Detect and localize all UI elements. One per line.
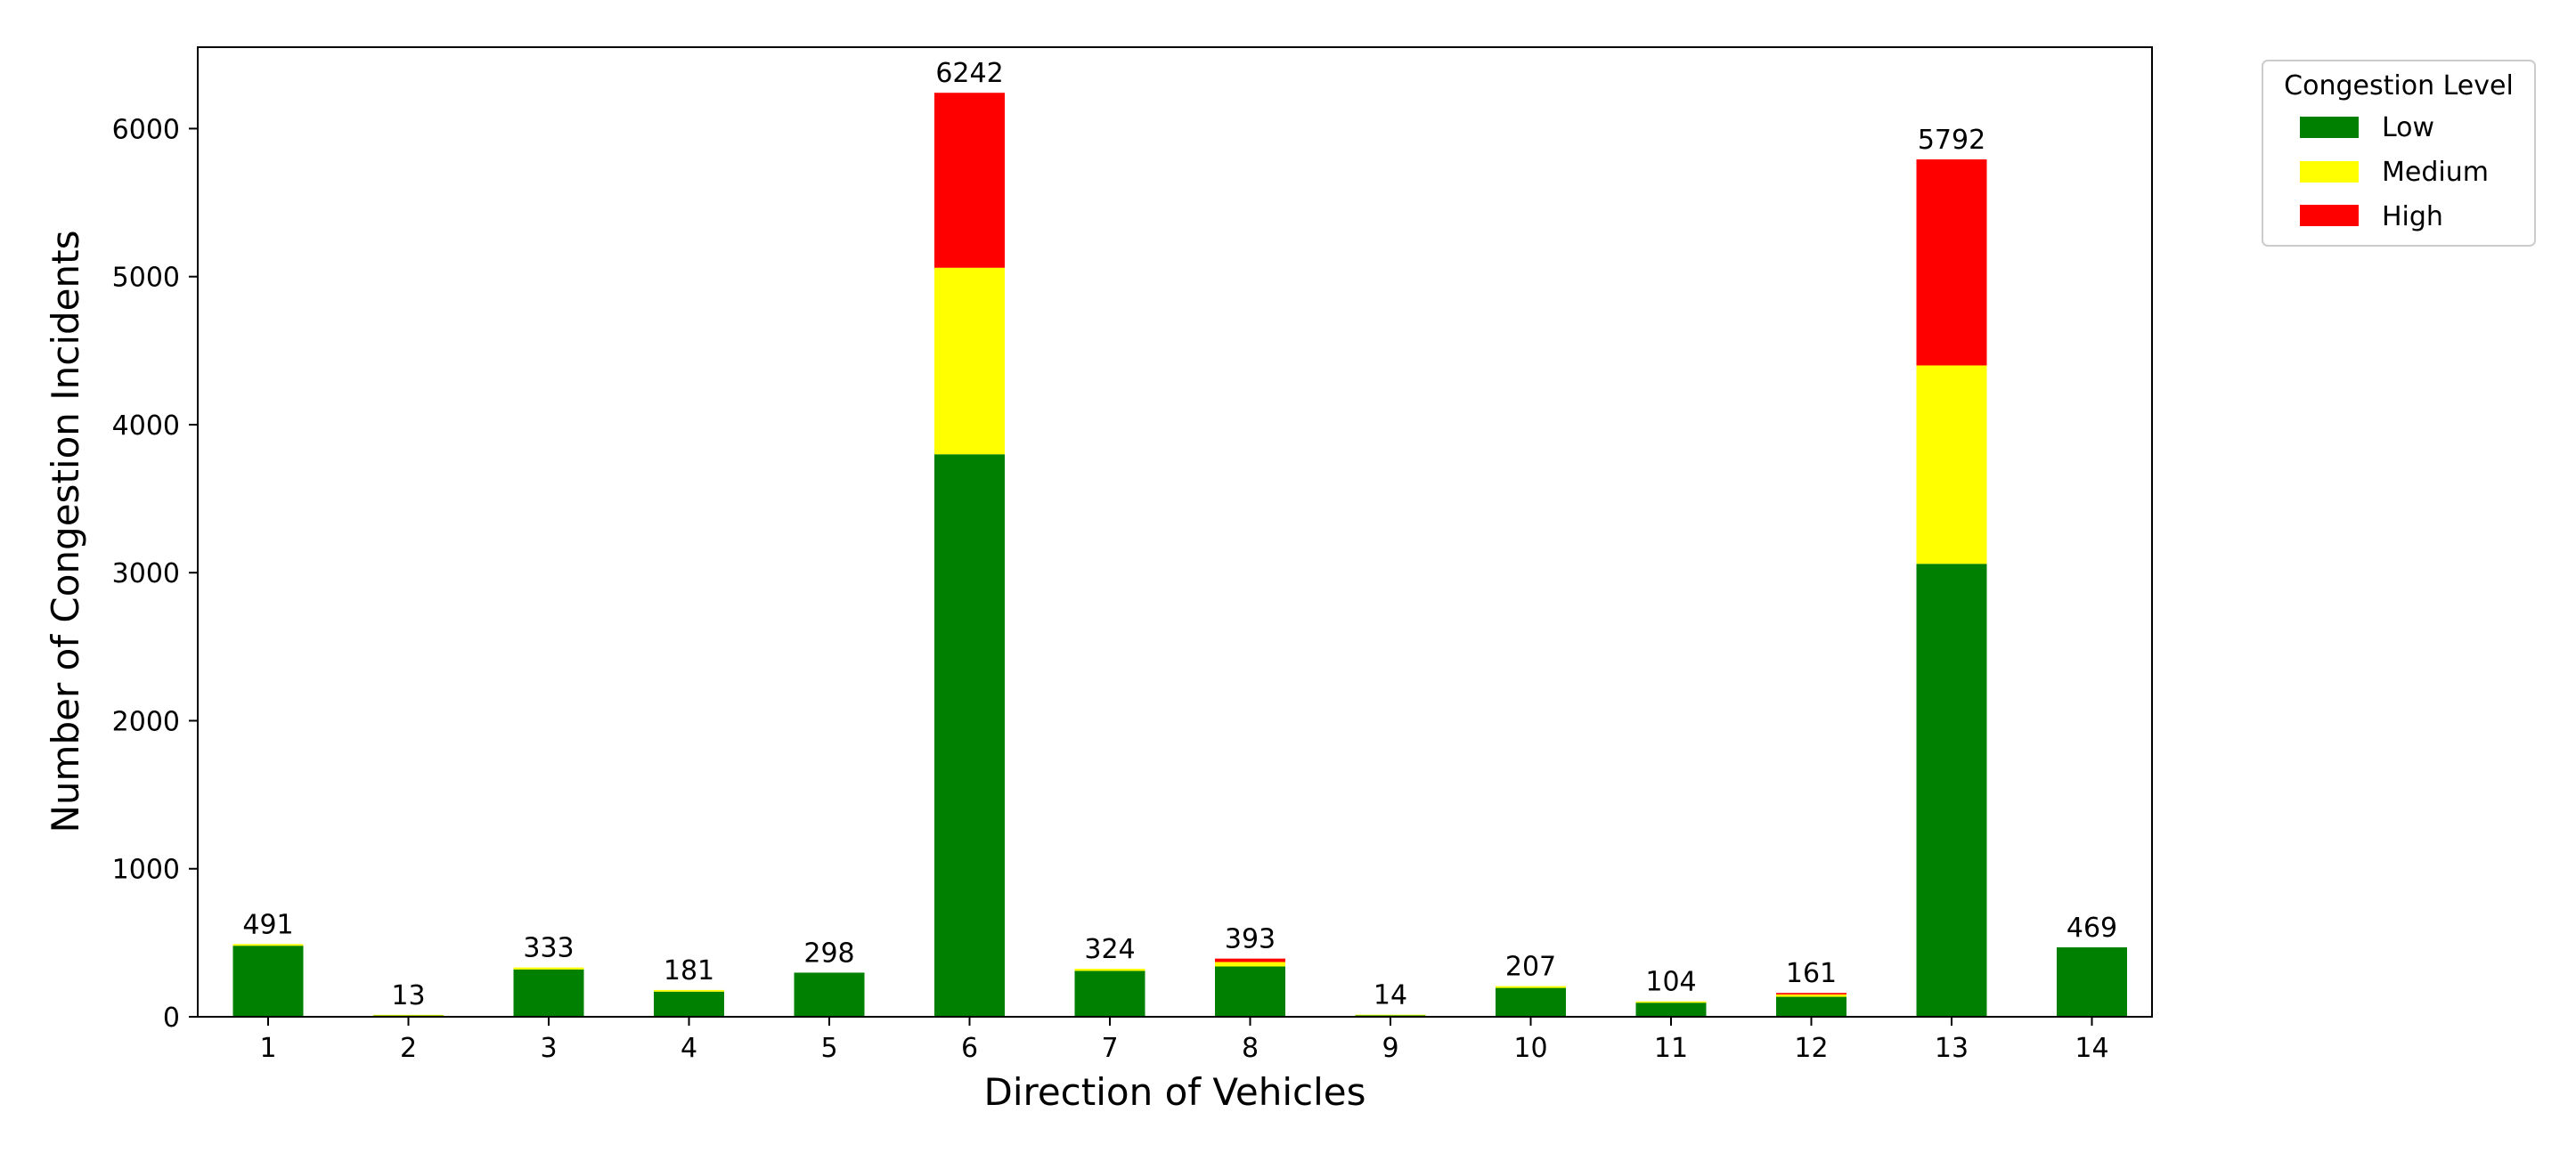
bar-segment-high-8 [1215,958,1285,962]
x-axis: 1 2 3 4 5 6 7 8 9 10 11 12 13 14 [259,1017,2109,1064]
bar-total-label-6: 6242 [935,58,1003,89]
legend-swatch-low [2300,117,2359,138]
y-tick-label-3000: 3000 [112,558,180,589]
bar-segment-medium-13 [1916,365,1987,564]
legend-swatch-medium [2300,161,2359,183]
bar-total-label-8: 393 [1225,924,1276,955]
bar-segment-medium-2 [373,1014,444,1016]
bar-segment-medium-11 [1635,1001,1707,1003]
x-tick-label-11: 11 [1654,1033,1688,1064]
y-tick-label-4000: 4000 [112,410,180,442]
bar-total-label-10: 207 [1505,952,1556,983]
x-tick-label-3: 3 [540,1033,557,1064]
y-axis-title: Number of Congestion Incidents [44,231,87,833]
bar-segment-low-10 [1496,987,1566,1017]
bar-total-label-3: 333 [523,933,574,964]
legend-frame [2262,60,2536,247]
bar-segment-medium-10 [1496,986,1566,988]
bar-segment-medium-7 [1074,969,1145,971]
bar-segment-medium-4 [654,989,724,992]
bar-segment-low-1 [232,946,304,1017]
bar-segment-medium-8 [1215,962,1285,967]
bar-segment-high-12 [1776,993,1846,995]
legend-label-high: High [2382,201,2443,232]
bar-segment-medium-6 [934,267,1005,455]
legend: Congestion Level Low Medium High [2262,60,2536,247]
data-labels-group: 491 13 333 181 298 6242 324 393 14 207 104 161 5792 4… [242,58,2117,1011]
y-tick-label-1000: 1000 [112,855,180,886]
bar-segment-low-13 [1916,564,1987,1017]
bar-segment-medium-1 [232,944,304,946]
y-axis: 0 1000 2000 3000 4000 5000 6000 [112,114,198,1034]
x-tick-label-8: 8 [1242,1033,1259,1064]
legend-swatch-high [2300,205,2359,226]
bar-total-label-7: 324 [1084,934,1135,965]
y-tick-label-0: 0 [163,1003,180,1034]
x-tick-label-9: 9 [1382,1033,1398,1064]
bar-total-label-4: 181 [664,955,714,987]
bar-segment-high-13 [1916,159,1987,366]
y-tick-label-5000: 5000 [112,263,180,294]
bar-total-label-12: 161 [1786,958,1837,989]
y-tick-label-2000: 2000 [112,706,180,737]
bar-segment-low-11 [1635,1003,1707,1017]
bar-segment-medium-3 [513,967,584,970]
bar-total-label-14: 469 [2067,913,2117,944]
bar-total-label-11: 104 [1645,967,1696,998]
bar-segment-low-7 [1074,970,1145,1017]
bar-total-label-9: 14 [1374,980,1407,1011]
x-tick-label-4: 4 [681,1033,697,1064]
x-tick-label-12: 12 [1794,1033,1828,1064]
x-tick-label-6: 6 [961,1033,978,1064]
bar-segment-low-8 [1215,966,1285,1017]
bar-segment-medium-12 [1776,994,1846,997]
bar-segment-low-6 [934,454,1005,1018]
plot-frame [197,46,2153,1018]
legend-label-low: Low [2382,112,2434,143]
bar-total-label-5: 298 [803,938,854,969]
bar-segment-medium-9 [1355,1014,1426,1016]
y-tick-label-6000: 6000 [112,114,180,145]
x-tick-label-7: 7 [1101,1033,1118,1064]
x-axis-title: Direction of Vehicles [983,1070,1365,1114]
x-tick-label-10: 10 [1513,1033,1547,1064]
legend-title: Congestion Level [2284,70,2514,101]
x-tick-label-13: 13 [1935,1033,1969,1064]
bar-total-label-13: 5792 [1918,125,1985,156]
x-tick-label-14: 14 [2075,1033,2108,1064]
bar-segment-low-3 [513,969,584,1017]
bar-segment-low-4 [654,991,724,1017]
x-tick-label-2: 2 [400,1033,417,1064]
bar-segment-low-5 [794,972,865,1017]
bar-segment-high-6 [934,93,1005,268]
bar-segment-low-14 [2057,947,2127,1017]
bar-total-label-1: 491 [242,909,293,940]
x-tick-label-5: 5 [820,1033,837,1064]
bar-segment-low-12 [1776,996,1846,1017]
legend-label-medium: Medium [2382,157,2489,188]
bars-group [232,93,2127,1018]
bar-total-label-2: 13 [391,980,425,1011]
x-tick-label-1: 1 [259,1033,276,1064]
